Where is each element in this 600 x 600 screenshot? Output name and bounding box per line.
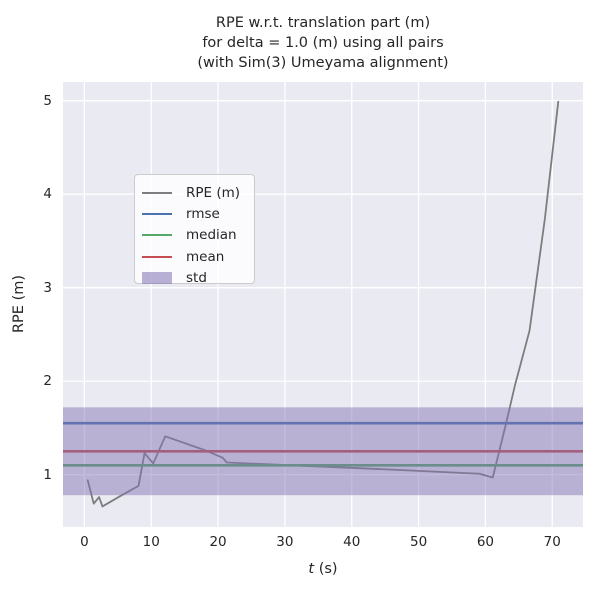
x-tick-label-20: 20 <box>209 534 227 550</box>
x-tick-label-10: 10 <box>142 534 160 550</box>
y-axis-label: RPE (m) <box>11 274 27 334</box>
y-tick-label-1: 1 <box>43 466 52 483</box>
rpe-line-series <box>86 100 560 508</box>
x-axis-label-variable: t <box>308 561 315 577</box>
x-axis-label-unit: (s) <box>314 561 338 577</box>
x-tick-label-30: 30 <box>276 534 294 550</box>
x-tick-label-50: 50 <box>409 534 428 550</box>
y-tick-label-3: 3 <box>43 279 52 296</box>
y-tick-label-2: 2 <box>43 373 52 390</box>
legend-label: mean <box>186 248 225 265</box>
legend-label: median <box>186 227 237 244</box>
chart-title-line-1: RPE w.r.t. translation part (m) <box>215 15 431 31</box>
legend-patch-swatch <box>142 272 172 285</box>
legend-item-median: median <box>142 225 246 246</box>
chart-title-line-3: (with Sim(3) Umeyama alignment) <box>197 55 449 71</box>
legend-item-rpe-m-: RPE (m) <box>142 182 246 203</box>
legend-label: std <box>186 270 207 287</box>
plot-area: RPE (m) rmse median mean std <box>63 82 583 527</box>
legend-item-mean: mean <box>142 246 246 267</box>
std-band <box>63 407 583 496</box>
legend-item-std: std <box>142 268 246 289</box>
legend-line-swatch <box>142 191 172 194</box>
legend: RPE (m) rmse median mean std <box>134 174 255 286</box>
chart-title: RPE w.r.t. translation part (m) for delt… <box>63 13 583 73</box>
x-axis-label: t (s) <box>63 561 583 577</box>
legend-line-swatch <box>142 234 172 237</box>
x-tick-label-70: 70 <box>543 534 561 550</box>
legend-line-swatch <box>142 255 172 258</box>
chart-title-line-2: for delta = 1.0 (m) using all pairs <box>202 35 444 51</box>
legend-item-rmse: rmse <box>142 203 246 224</box>
y-tick-label-4: 4 <box>43 186 52 203</box>
x-tick-label-0: 0 <box>80 534 89 550</box>
plot-canvas <box>63 82 583 527</box>
legend-label: RPE (m) <box>186 184 241 201</box>
x-tick-label-60: 60 <box>476 534 494 550</box>
x-tick-label-40: 40 <box>343 534 361 550</box>
y-tick-label-5: 5 <box>43 92 52 109</box>
legend-line-swatch <box>142 213 172 216</box>
legend-label: rmse <box>186 206 220 223</box>
